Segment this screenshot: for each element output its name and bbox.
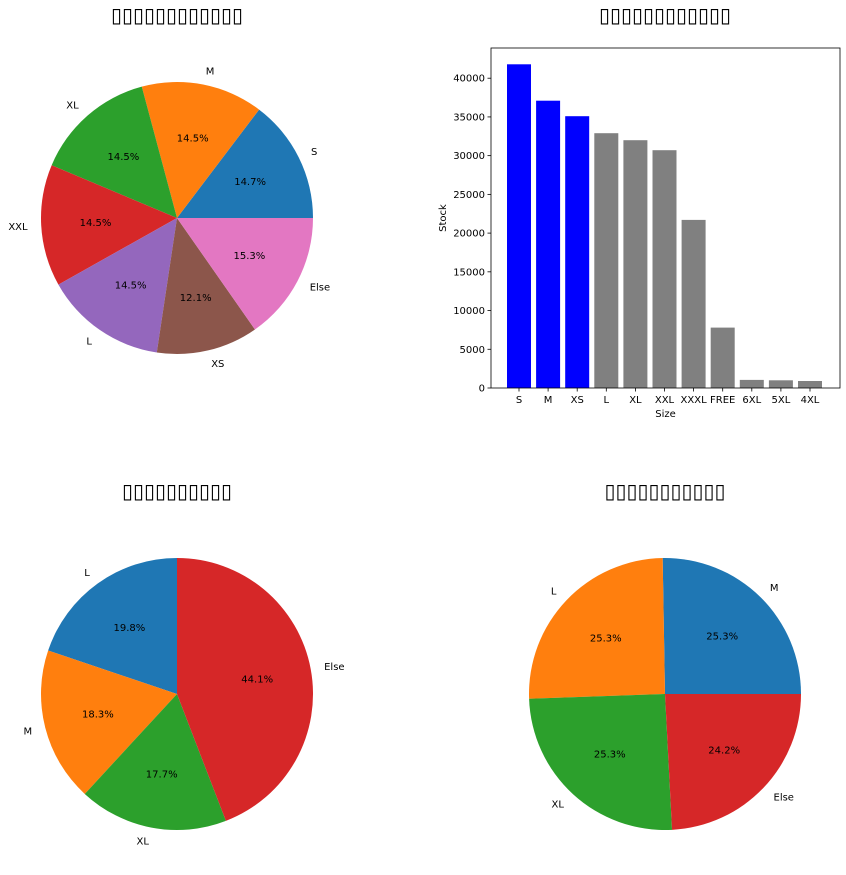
pie-chart-2: ▯▯▯▯▯▯▯▯▯▯ 19.8% L 18.3% M 17.7% XL 44.1% Else bbox=[23, 479, 344, 847]
bar-xl bbox=[623, 140, 648, 388]
x-tick-label: XXXL bbox=[681, 395, 708, 406]
pie-chart-1: ▯▯▯▯▯▯▯▯▯▯▯▯ 14.7% S 14.5% M 14.5% XL 14.5% XXL… bbox=[8, 3, 330, 370]
pie3-category-label: L bbox=[551, 587, 557, 598]
pie3-wedge-m bbox=[662, 557, 802, 694]
bar-xxl bbox=[652, 150, 677, 388]
bar-5xl bbox=[768, 380, 793, 388]
pie1-category-label: Else bbox=[310, 283, 330, 294]
bar-chart: ▯▯▯▯▯▯▯▯▯▯▯▯ 0 5000 10000 15000 20000 25000 30… bbox=[438, 3, 841, 420]
pie3-wedge-else bbox=[665, 694, 801, 830]
pie1-wedge-xxl bbox=[40, 165, 177, 285]
pie3-pct-label: 25.3% bbox=[590, 633, 622, 644]
pie1-pct-label: 14.5% bbox=[177, 133, 209, 144]
y-tick-label: 15000 bbox=[453, 267, 485, 278]
pie2-wedge-l bbox=[48, 558, 177, 694]
bar-s bbox=[507, 64, 531, 389]
pie1-wedge-xs bbox=[156, 218, 255, 354]
pie-chart-3-title: ▯▯▯▯▯▯▯▯▯▯▯ bbox=[604, 479, 725, 503]
y-tick-label: 10000 bbox=[453, 306, 485, 317]
pie1-pct-label: 14.7% bbox=[234, 177, 266, 188]
pie2-category-label: L bbox=[84, 568, 90, 579]
pie-chart-3: ▯▯▯▯▯▯▯▯▯▯▯ 25.3% M 25.3% L 25.3% XL 24.2% Else bbox=[528, 479, 802, 831]
pie1-pct-label: 14.5% bbox=[115, 281, 147, 292]
y-tick-label: 5000 bbox=[460, 345, 485, 356]
bar-chart-ylabel: Stock bbox=[438, 204, 449, 232]
pie3-wedge-l bbox=[528, 558, 665, 699]
pie1-wedge-s bbox=[177, 109, 313, 218]
bar-4xl bbox=[798, 381, 822, 388]
x-tick-label: 5XL bbox=[772, 395, 791, 406]
pie2-pct-label: 19.8% bbox=[114, 623, 146, 634]
pie1-category-label: XL bbox=[66, 101, 79, 112]
pie-chart-2-title: ▯▯▯▯▯▯▯▯▯▯ bbox=[122, 479, 232, 503]
pie3-category-label: XL bbox=[551, 800, 564, 811]
bar-xxxl bbox=[681, 219, 706, 388]
pie1-category-label: S bbox=[311, 147, 317, 158]
pie-chart-1-title: ▯▯▯▯▯▯▯▯▯▯▯▯ bbox=[111, 3, 243, 27]
x-tick-label: XS bbox=[571, 395, 584, 406]
bar-chart-axes-frame bbox=[490, 47, 841, 389]
y-tick-label: 20000 bbox=[453, 229, 485, 240]
pie1-pct-label: 15.3% bbox=[234, 251, 266, 262]
bar-m bbox=[536, 100, 561, 388]
pie3-pct-label: 25.3% bbox=[594, 750, 626, 761]
pie2-pct-label: 17.7% bbox=[146, 770, 178, 781]
pie2-category-label: Else bbox=[324, 662, 344, 673]
pie1-wedge-l bbox=[58, 218, 177, 353]
x-tick-label: L bbox=[604, 395, 610, 406]
pie1-pct-label: 12.1% bbox=[180, 293, 212, 304]
pie1-wedge-xl bbox=[51, 86, 177, 218]
bar-free bbox=[710, 327, 735, 388]
pie1-category-label: M bbox=[206, 67, 215, 78]
x-tick-label: M bbox=[544, 395, 553, 406]
pie3-pct-label: 25.3% bbox=[706, 631, 738, 642]
y-tick-label: 40000 bbox=[453, 74, 485, 85]
bar-6xl bbox=[739, 379, 764, 388]
pie1-category-label: XS bbox=[211, 359, 224, 370]
x-tick-label: XXL bbox=[655, 395, 675, 406]
x-tick-label: 6XL bbox=[742, 395, 761, 406]
pie1-category-label: L bbox=[86, 337, 92, 348]
pie3-category-label: M bbox=[770, 583, 779, 594]
pie1-pct-label: 14.5% bbox=[108, 152, 140, 163]
pie3-category-label: Else bbox=[774, 793, 794, 804]
pie2-pct-label: 44.1% bbox=[241, 675, 273, 686]
pie1-pct-label: 14.5% bbox=[80, 218, 112, 229]
pie2-pct-label: 18.3% bbox=[82, 710, 114, 721]
y-tick-label: 30000 bbox=[453, 151, 485, 162]
y-tick-label: 0 bbox=[479, 384, 485, 395]
pie2-category-label: XL bbox=[136, 836, 149, 847]
bar-l bbox=[594, 133, 619, 388]
x-tick-label: S bbox=[516, 395, 522, 406]
bar-chart-xlabel: Size bbox=[655, 409, 676, 420]
x-tick-label: FREE bbox=[710, 395, 735, 406]
bar-chart-title: ▯▯▯▯▯▯▯▯▯▯▯▯ bbox=[599, 3, 731, 27]
pie3-pct-label: 24.2% bbox=[708, 746, 740, 757]
pie1-wedge-else bbox=[177, 218, 313, 330]
x-tick-label: XL bbox=[629, 395, 642, 406]
pie2-category-label: M bbox=[23, 727, 32, 738]
pie2-wedge-else bbox=[177, 558, 314, 821]
pie3-wedge-xl bbox=[529, 694, 673, 831]
x-tick-label: 4XL bbox=[801, 395, 820, 406]
y-tick-label: 25000 bbox=[453, 190, 485, 201]
pie2-wedge-xl bbox=[84, 694, 226, 830]
bar-xs bbox=[565, 116, 590, 388]
pie1-category-label: XXL bbox=[8, 222, 28, 233]
pie1-wedge-m bbox=[141, 81, 260, 218]
pie2-wedge-m bbox=[41, 650, 177, 794]
y-tick-label: 35000 bbox=[453, 112, 485, 123]
